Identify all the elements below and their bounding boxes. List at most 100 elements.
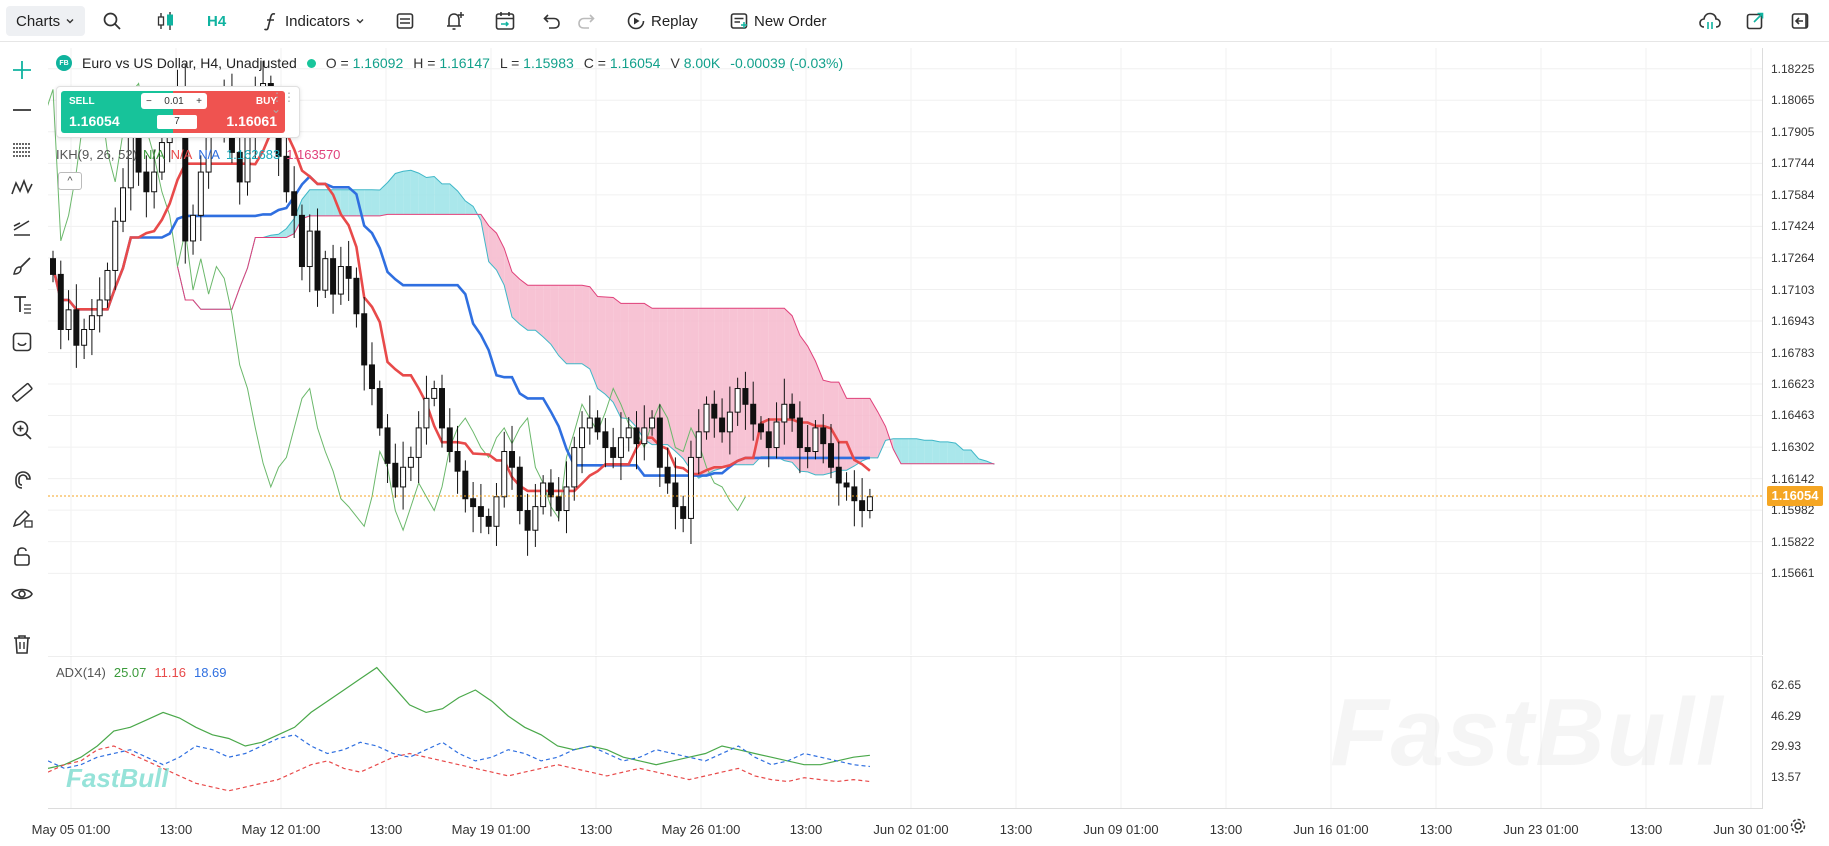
brush-tool[interactable] [8, 252, 36, 280]
candle-body [579, 427, 586, 449]
delete-drawings-tool[interactable] [8, 630, 36, 658]
price-tick-label: 1.17584 [1771, 187, 1815, 202]
time-tick-label: 13:00 [1419, 822, 1453, 837]
price-tick-label: 1.18065 [1771, 93, 1815, 108]
buy-price: 1.16061 [226, 113, 277, 129]
undo-button[interactable] [542, 6, 562, 36]
cloud-segment [932, 440, 940, 464]
candle-body [773, 421, 780, 449]
cloud-segment [387, 173, 396, 215]
redo-button[interactable] [576, 6, 596, 36]
cloud-segment [714, 308, 723, 471]
adx-series-line [48, 745, 870, 792]
tenkan-line [51, 131, 871, 493]
search-button[interactable] [102, 6, 122, 36]
zoom-tool[interactable] [8, 416, 36, 444]
lock-all-tool[interactable] [8, 542, 36, 570]
candle-body [431, 388, 438, 399]
candle-body [283, 155, 290, 193]
time-tick-label: 13:00 [789, 822, 823, 837]
chart-settings-button[interactable] [1788, 816, 1808, 836]
symbol-title[interactable]: Euro vs US Dollar, H4, Unadjusted [82, 55, 297, 71]
cloud-sync-button[interactable] [1698, 6, 1722, 36]
price-axis[interactable]: 1.18225 1.18065 1.17905 1.17744 1.17584 1.174… [1762, 48, 1829, 655]
quick-trade-panel: SELL 1.16054 BUY 1.16061 − 0.01 + 7 ⋮⋮ ⌄ [56, 86, 300, 138]
candle-body [633, 427, 640, 445]
emoji-tool[interactable] [8, 328, 36, 356]
exit-fullscreen-button[interactable] [1790, 6, 1810, 36]
templates-button[interactable] [395, 6, 415, 36]
line-icon [13, 109, 31, 111]
timeframe-button[interactable]: H4 [207, 6, 226, 36]
candle-body [485, 515, 492, 527]
candle-body [524, 510, 531, 531]
time-tick-label: Jun 02 01:00 [873, 822, 949, 837]
minus-di-value: 11.16 [154, 665, 186, 680]
time-axis[interactable]: May 05 01:00 13:00 May 12 01:00 13:00 May 19… [32, 808, 1789, 846]
cloud-segment [675, 308, 684, 459]
candle-body [88, 315, 95, 331]
price-tick-label: 1.17103 [1771, 282, 1815, 297]
candle-body [765, 431, 772, 449]
trend-tool[interactable] [8, 214, 36, 242]
candle-body [477, 506, 484, 517]
chart-type-button[interactable] [155, 6, 177, 36]
candle-body [656, 417, 663, 468]
time-tick-label: 13:00 [999, 822, 1033, 837]
new-order-button[interactable]: New Order [729, 6, 827, 36]
lot-stepper[interactable]: − 0.01 + [141, 93, 207, 109]
chevron-down-icon [356, 19, 364, 24]
price-chart[interactable] [48, 48, 1762, 655]
price-tick-label: 1.17905 [1771, 124, 1815, 139]
charts-menu-button[interactable]: Charts [6, 6, 86, 36]
cloud-segment [978, 458, 987, 464]
adx-legend: ADX(14) 25.07 11.16 18.69 [56, 665, 227, 680]
crosshair-tool[interactable] [8, 56, 36, 84]
indicators-button[interactable]: Indicators [262, 6, 365, 36]
magnet-tool[interactable] [8, 466, 36, 494]
replay-button[interactable]: Replay [626, 6, 698, 36]
lot-value: 0.01 [164, 95, 184, 107]
open-external-button[interactable] [1745, 6, 1765, 36]
candle-body [532, 506, 539, 531]
candle-body [158, 142, 165, 173]
pattern-tool[interactable] [8, 174, 36, 202]
cloud-segment [722, 308, 730, 469]
adx-axis[interactable]: 62.65 46.29 29.93 13.57 [1762, 656, 1829, 808]
ichimoku-name[interactable]: IKH(9, 26, 52) [56, 147, 137, 162]
candle-body [439, 388, 445, 429]
candle-body [81, 329, 88, 346]
close-key: C = [583, 55, 606, 71]
chevron-down-icon [66, 19, 74, 24]
lot-increment-button[interactable]: + [196, 95, 202, 107]
quantity-field[interactable]: 7 [157, 115, 197, 129]
collapse-indicators-button[interactable]: ^ [58, 172, 82, 190]
alert-button[interactable] [444, 6, 466, 36]
order-icon [730, 13, 748, 29]
cloud-segment [364, 189, 372, 216]
candle-body [687, 456, 694, 519]
drag-handle-icon[interactable]: ⋮⋮ ⌄ [271, 90, 295, 116]
candle-body [828, 443, 834, 468]
adx-chart[interactable] [48, 656, 1762, 808]
fib-tool[interactable] [8, 136, 36, 164]
candle-body [73, 309, 80, 346]
candle-body [353, 277, 360, 315]
candle-body [314, 230, 321, 291]
cloud-segment [924, 440, 933, 464]
horizontal-line-tool[interactable] [8, 96, 36, 124]
text-tool[interactable] [8, 290, 36, 318]
market-status-dot [306, 58, 316, 68]
lock-drawing-tool[interactable] [8, 504, 36, 532]
candle-body [291, 191, 298, 216]
cloud-segment [971, 450, 979, 464]
adx-name[interactable]: ADX(14) [56, 665, 106, 680]
candle-body [446, 427, 453, 453]
high-value: 1.16147 [439, 55, 490, 71]
visibility-tool[interactable] [8, 580, 36, 608]
cloud-segment [519, 279, 528, 331]
calendar-button[interactable] [494, 6, 516, 36]
measure-tool[interactable] [8, 378, 36, 406]
lot-decrement-button[interactable]: − [146, 95, 152, 107]
candle-body [57, 273, 64, 330]
